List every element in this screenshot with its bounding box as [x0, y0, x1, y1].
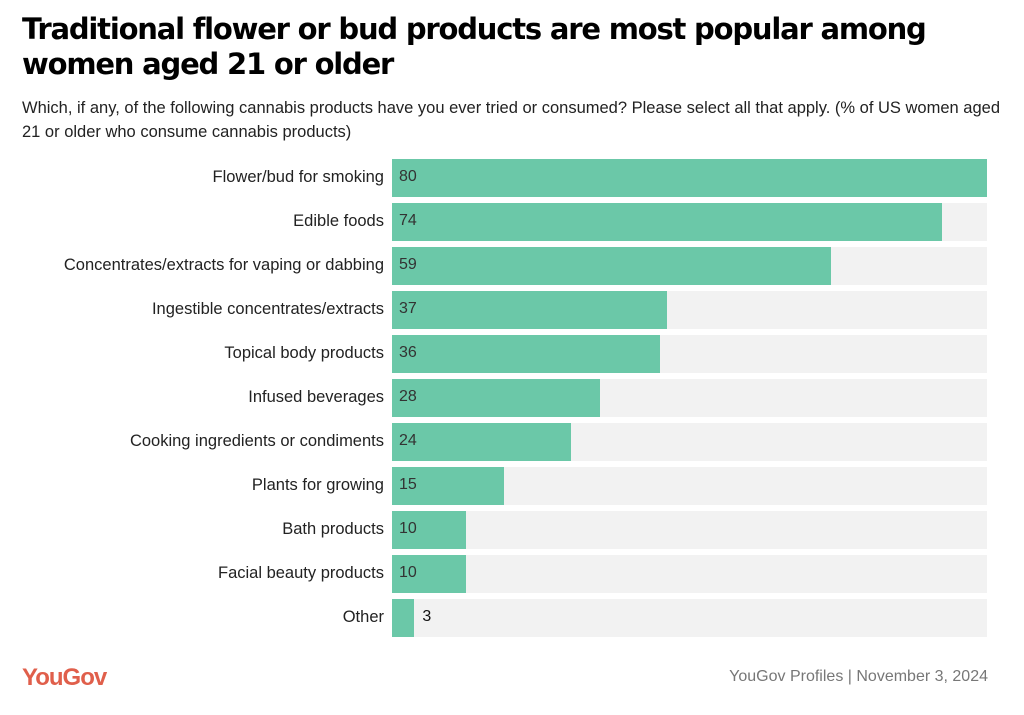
value-label: 36 — [399, 344, 417, 361]
category-label: Facial beauty products — [217, 564, 384, 582]
value-label: 10 — [399, 564, 417, 581]
value-label: 80 — [399, 168, 417, 185]
source-note: YouGov Profiles | November 3, 2024 — [729, 668, 988, 685]
category-label: Flower/bud for smoking — [212, 168, 385, 186]
category-label: Concentrates/extracts for vaping or dabb… — [63, 256, 384, 274]
category-label: Infused beverages — [248, 388, 384, 406]
bar-track: 24 — [392, 423, 987, 461]
value-label: 24 — [399, 432, 417, 449]
value-label: 59 — [399, 256, 417, 273]
bar-track: 28 — [392, 379, 987, 417]
bar-track: 80 — [392, 159, 987, 197]
yougov-logo: YouGov — [22, 664, 107, 691]
bar — [392, 379, 601, 417]
bar-track: 37 — [392, 291, 987, 329]
value-label: 28 — [399, 388, 417, 405]
bar-track: 10 — [392, 555, 987, 593]
bar-track: 15 — [392, 467, 987, 505]
chart-title: Traditional flower or bud products are m… — [22, 12, 927, 81]
bar — [392, 555, 467, 593]
category-label: Plants for growing — [251, 476, 384, 494]
bar-track: 59 — [392, 247, 987, 285]
category-label: Ingestible concentrates/extracts — [151, 300, 384, 318]
chart-subtitle: Which, if any, of the following cannabis… — [22, 99, 1000, 141]
category-label: Bath products — [282, 520, 384, 538]
bar — [392, 247, 831, 285]
bar — [392, 467, 504, 505]
bar — [392, 599, 415, 637]
bar — [392, 203, 943, 241]
bar — [392, 159, 987, 197]
bar — [392, 335, 660, 373]
bar-track: 36 — [392, 335, 987, 373]
value-label: 74 — [399, 212, 417, 229]
category-label: Other — [342, 608, 384, 626]
bar-track: 74 — [392, 203, 987, 241]
value-label: 10 — [399, 520, 417, 537]
bar-track: 3 — [392, 599, 987, 637]
bar-track: 10 — [392, 511, 987, 549]
bar — [392, 423, 571, 461]
value-label: 3 — [422, 608, 432, 625]
category-label: Topical body products — [224, 344, 384, 362]
category-label: Edible foods — [293, 212, 384, 230]
category-label: Cooking ingredients or condiments — [129, 432, 384, 450]
value-label: 15 — [399, 476, 417, 493]
value-label: 37 — [399, 300, 417, 317]
bar — [392, 511, 467, 549]
bar — [392, 291, 668, 329]
